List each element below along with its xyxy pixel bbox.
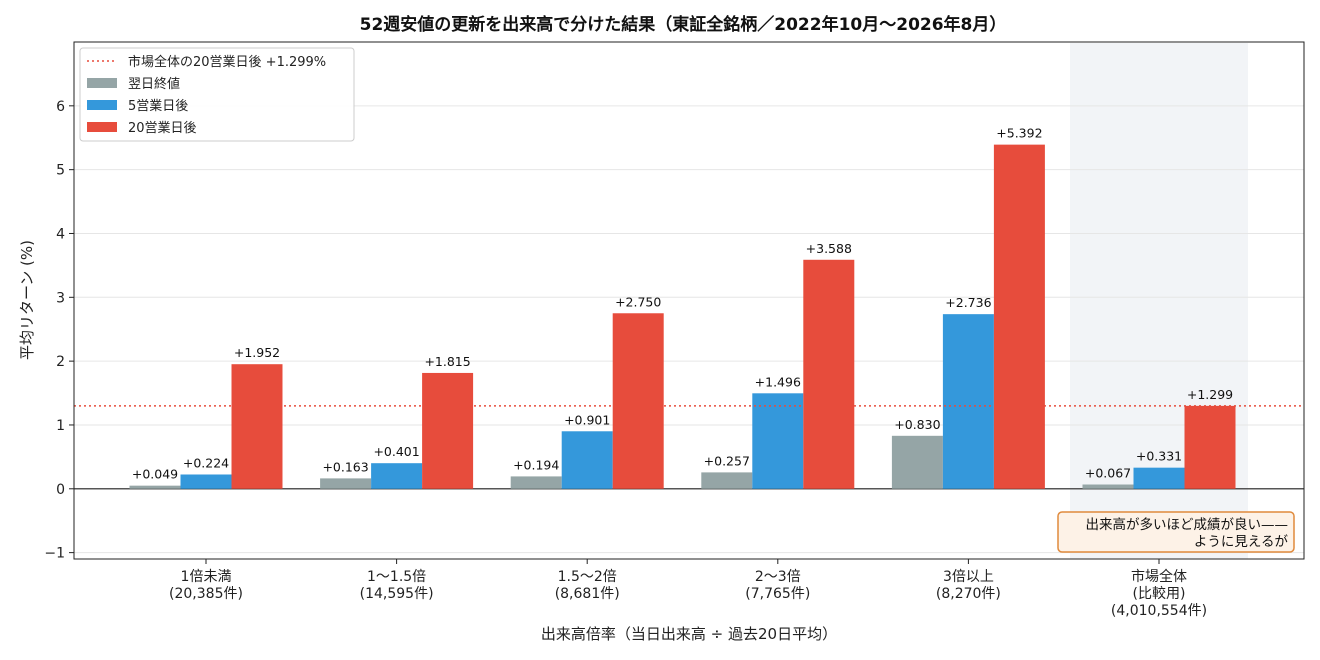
bar [1184, 405, 1236, 489]
bar-value-label: +2.736 [945, 295, 991, 310]
legend-label: 市場全体の20営業日後 +1.299% [128, 54, 326, 70]
bar [320, 478, 372, 489]
bar-value-label: +0.401 [373, 444, 419, 459]
bar [422, 372, 474, 489]
y-tick-label: 4 [56, 226, 65, 242]
bar-value-label: +0.049 [132, 467, 178, 482]
bar [231, 364, 283, 489]
y-tick-label: 0 [56, 482, 65, 498]
legend-swatch [87, 122, 117, 132]
x-tick-label: 3倍以上(8,270件) [936, 569, 1001, 602]
bar-value-label: +0.067 [1085, 466, 1131, 481]
legend-label: 5営業日後 [128, 98, 188, 114]
bar-value-label: +3.588 [806, 241, 852, 256]
annotation-text: ように見えるが [1194, 534, 1289, 550]
legend: 市場全体の20営業日後 +1.299% 翌日終値 5営業日後 20営業日後 [79, 47, 355, 142]
x-tick-label: 1.5〜2倍(8,681件) [555, 569, 620, 602]
bar [1082, 484, 1134, 489]
bar [129, 485, 181, 489]
y-tick-label: 2 [56, 354, 65, 370]
annotation: 出来高が多いほど成績が良い——ように見えるが [1057, 511, 1295, 553]
legend-box [79, 47, 355, 142]
bar-value-label: +1.815 [424, 354, 470, 369]
legend-swatch [87, 78, 117, 88]
bar-value-label: +5.392 [996, 126, 1042, 141]
legend-swatch [87, 100, 117, 110]
annotation-text: 出来高が多いほど成績が良い—— [1086, 516, 1289, 533]
bar-value-label: +1.952 [234, 345, 280, 360]
bar [612, 313, 664, 489]
bar [1133, 467, 1185, 489]
bar [561, 431, 613, 489]
legend-label: 翌日終値 [128, 76, 180, 92]
y-tick-label: 6 [56, 99, 65, 115]
bar-value-label: +0.194 [513, 457, 559, 472]
x-tick-label: 1倍未満(20,385件) [169, 569, 243, 602]
x-axis-label: 出来高倍率（当日出来高 ÷ 過去20日平均） [541, 625, 837, 643]
bar [803, 259, 855, 489]
annotation-box [1057, 511, 1295, 553]
x-tick-label: 市場全体(比較用) (4,010,554件) [1111, 568, 1207, 619]
y-tick-label: 3 [56, 290, 65, 306]
bar-value-label: +0.224 [183, 455, 229, 470]
bar-value-label: +0.901 [564, 412, 610, 427]
y-tick-label: 5 [56, 163, 65, 179]
y-tick-label: 1 [56, 418, 65, 434]
bar [993, 144, 1045, 489]
bar-value-label: +1.299 [1187, 387, 1233, 402]
bar [701, 472, 753, 489]
bar-value-label: +1.496 [755, 374, 801, 389]
bar-value-label: +0.163 [322, 459, 368, 474]
x-tick-label: 2〜3倍(7,765件) [745, 569, 810, 602]
bar-value-label: +2.750 [615, 294, 661, 309]
bar-value-label: +0.331 [1136, 449, 1182, 464]
bar [891, 435, 943, 489]
bar [752, 393, 804, 489]
bar [942, 314, 994, 489]
plot-frame [73, 41, 1305, 560]
y-axis-label: 平均リターン (%) [18, 240, 36, 360]
bar-value-label: +0.830 [894, 417, 940, 432]
chart-title: 52週安値の更新を出来高で分けた結果（東証全銘柄／2022年10月〜2026年8… [360, 14, 1007, 35]
bar-value-label: +0.257 [704, 453, 750, 468]
legend-label: 20営業日後 [128, 120, 197, 136]
bar [510, 476, 562, 489]
bar [180, 474, 232, 489]
plot-area: +0.049 +0.163 +0.194 +0.257 +0.830 +0.067 +0.2… [44, 41, 1305, 619]
x-tick-label: 1〜1.5倍(14,595件) [360, 569, 434, 602]
bar [371, 463, 423, 489]
y-tick-label: −1 [44, 546, 65, 562]
